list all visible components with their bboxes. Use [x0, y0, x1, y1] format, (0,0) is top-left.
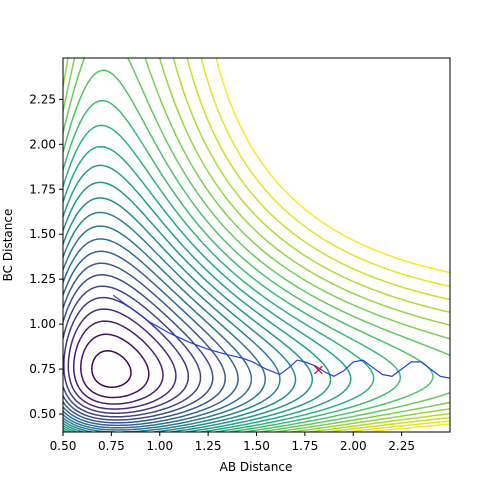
x-tick-label: 0.50	[50, 439, 77, 453]
contour-level-line	[91, 350, 132, 389]
y-tick-label: 2.25	[29, 92, 56, 106]
x-tick-label: 1.50	[243, 439, 270, 453]
y-tick-label: 2.00	[29, 137, 56, 151]
contour-level-line	[63, 211, 281, 432]
trajectory-layer	[112, 294, 450, 379]
contour-level-line	[63, 250, 239, 427]
contour-level-line	[63, 124, 375, 432]
x-tick-label: 1.00	[146, 439, 173, 453]
contour-level-line	[63, 274, 214, 421]
y-tick-label: 1.75	[29, 182, 56, 196]
x-axis-ticks: 0.50 0.75 1.00 1.25 1.50 1.75 2.00 2.25	[50, 432, 415, 453]
contour-level-line	[63, 181, 314, 432]
x-tick-label: 1.75	[292, 439, 319, 453]
x-tick-label: 0.75	[98, 439, 125, 453]
contour-level-line	[63, 285, 202, 418]
contour-level-line	[67, 308, 177, 410]
contour-level-line	[63, 296, 190, 414]
contour-level-line	[80, 333, 150, 399]
contour-level-line	[63, 197, 297, 432]
y-tick-label: 1.25	[29, 272, 56, 286]
x-tick-label: 2.00	[340, 439, 367, 453]
y-tick-label: 0.75	[29, 362, 56, 376]
y-axis-label: BC Distance	[1, 209, 15, 282]
y-tick-label: 1.50	[29, 227, 56, 241]
x-tick-label: 2.25	[388, 439, 415, 453]
contour-level-line	[72, 320, 164, 405]
x-axis-label: AB Distance	[220, 460, 293, 474]
y-tick-label: 1.00	[29, 317, 56, 331]
transition-marker	[313, 365, 323, 375]
contour-level-line	[63, 145, 352, 432]
x-tick-label: 1.25	[195, 439, 222, 453]
y-tick-label: 0.50	[29, 407, 56, 421]
y-axis-ticks: 0.50 0.75 1.00 1.25 1.50 1.75 2.00 2.25	[29, 92, 63, 421]
contour-level-line	[63, 225, 267, 431]
contour-level-line	[63, 164, 332, 432]
contour-level-line	[63, 238, 253, 429]
trajectory-line	[112, 294, 450, 379]
